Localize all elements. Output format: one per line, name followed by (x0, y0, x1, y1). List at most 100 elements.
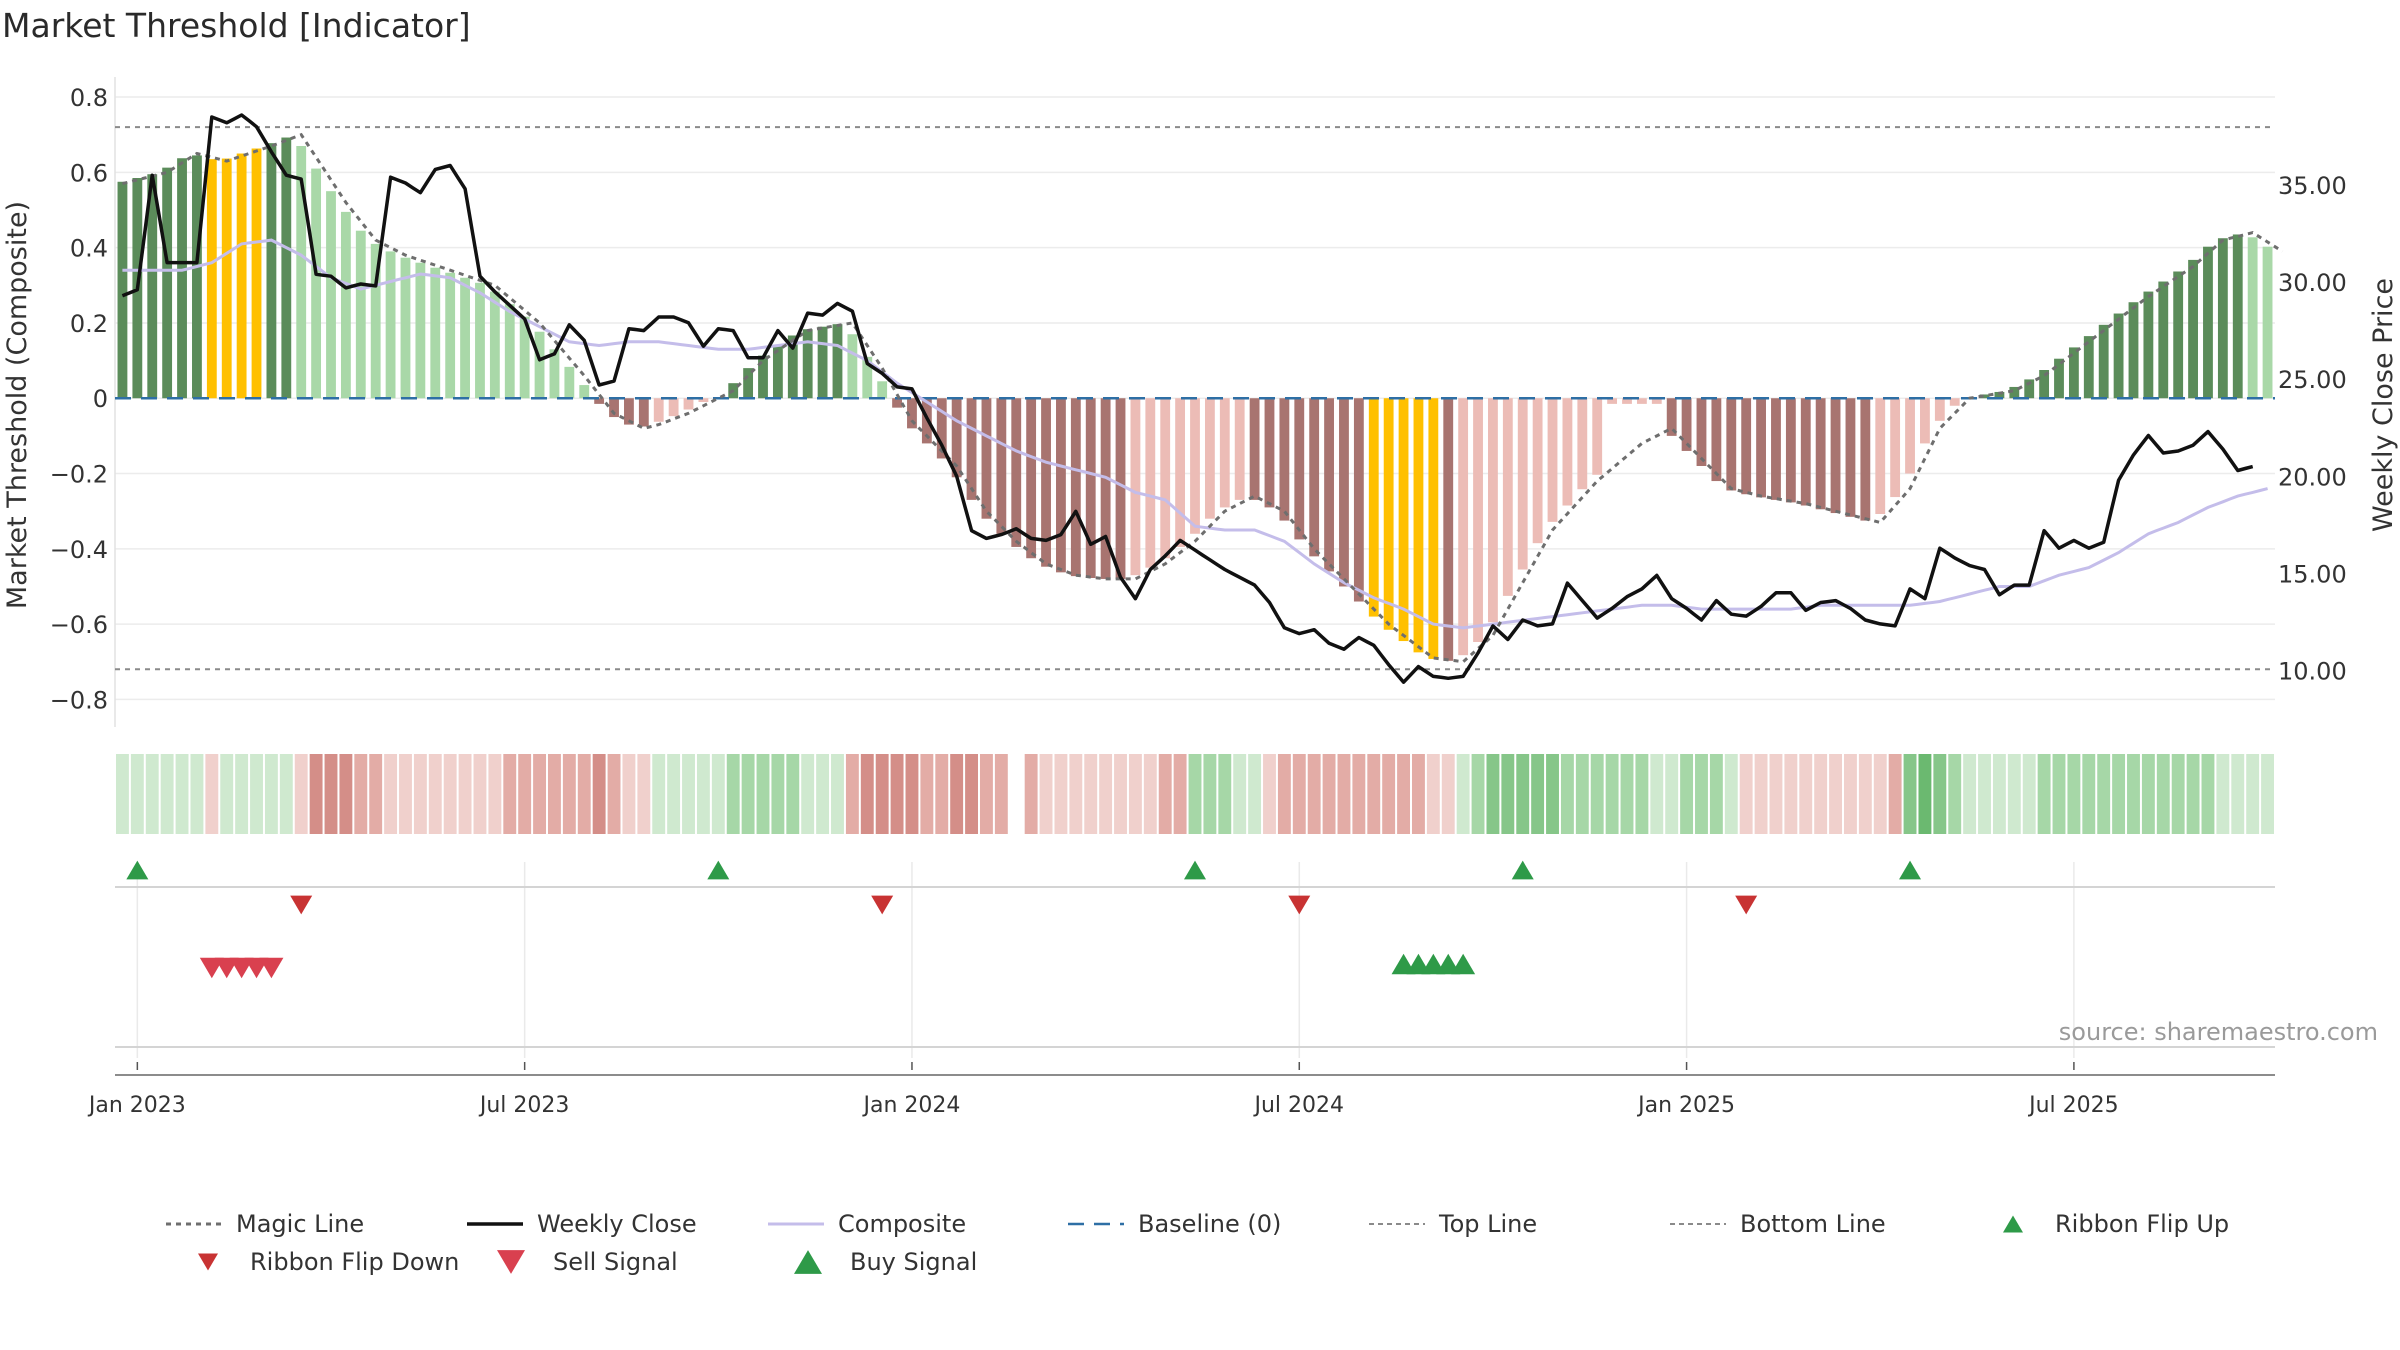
composite-bar (638, 398, 649, 427)
composite-bar (2054, 358, 2064, 399)
composite-bar (1607, 398, 1618, 404)
x-tick-label: Jan 2025 (1636, 1093, 1735, 1118)
ribbon-cell (696, 754, 710, 834)
composite-bar (1830, 398, 1841, 514)
y-left-tick-label: 0.4 (70, 235, 108, 263)
ribbon-cell (1814, 754, 1828, 834)
composite-bar (1666, 398, 1677, 436)
ribbon-cell (1590, 754, 1604, 834)
y-left-tick-label: 0.8 (70, 84, 108, 112)
ribbon-cell (1486, 754, 1500, 834)
composite-bar (862, 356, 873, 399)
composite-bar (907, 398, 917, 429)
ribbon-cell (2171, 754, 2185, 834)
ribbon-cell (1516, 754, 1530, 834)
composite-bar (817, 326, 828, 399)
composite-bar (936, 398, 947, 459)
composite-bar (400, 257, 411, 399)
ribbon-cell (160, 754, 174, 834)
composite-bar (787, 335, 798, 399)
ribbon-cell (2156, 754, 2170, 834)
ribbon-cell (205, 754, 219, 834)
ribbon-cell (2037, 754, 2051, 834)
ribbon-cell (1724, 754, 1738, 834)
composite-bar (772, 345, 783, 399)
ribbon-cell (1412, 754, 1425, 834)
ribbon-cell (264, 754, 278, 834)
composite-bar (579, 385, 590, 399)
composite-bar (1517, 398, 1528, 570)
composite-bar (2039, 370, 2050, 399)
composite-bar (2083, 336, 2094, 399)
ribbon-cell (2261, 754, 2274, 834)
ribbon-cell (2186, 754, 2200, 834)
ribbon-flip-down-marker (290, 895, 313, 915)
composite-bar (877, 381, 888, 399)
composite-bar (1234, 398, 1245, 500)
y-right-tick-label: 30.00 (2278, 269, 2347, 297)
composite-bar (1249, 398, 1260, 500)
y-right-tick-label: 15.00 (2278, 560, 2347, 588)
composite-bar (1145, 398, 1156, 568)
ribbon-cell (1978, 754, 1991, 834)
composite-bar (996, 398, 1007, 534)
composite-bar (1979, 394, 1990, 399)
composite-bar (743, 368, 754, 399)
ribbon-cell (994, 754, 1008, 834)
composite-bar (385, 251, 396, 399)
ribbon-cell (875, 754, 889, 834)
composite-bar (266, 143, 277, 399)
ribbon-cell (2246, 754, 2260, 834)
ribbon-cell (1337, 754, 1351, 834)
ribbon-cell (1992, 754, 2006, 834)
ribbon-cell (1888, 754, 1902, 834)
y-right-tick-label: 10.00 (2278, 658, 2347, 686)
source-note: source: sharemaestro.com (2059, 1018, 2378, 1046)
ribbon-cell (324, 754, 338, 834)
ribbon-cell (1456, 754, 1470, 834)
ribbon-flip-down-marker (1735, 895, 1758, 915)
x-tick-label: Jan 2023 (87, 1093, 186, 1118)
composite-bar (1845, 398, 1856, 517)
composite-bar (653, 398, 664, 422)
ribbon-cell (399, 754, 412, 834)
ribbon-cell (607, 754, 621, 834)
ribbon-cell (443, 754, 457, 834)
ribbon-cell (1307, 754, 1321, 834)
chart-title: Market Threshold [Indicator] (2, 6, 471, 45)
composite-bar (1622, 398, 1632, 404)
y-left-tick-label: −0.2 (50, 461, 108, 489)
ribbon-cell (2082, 754, 2096, 834)
ribbon-cell (1769, 754, 1783, 834)
ribbon-cell (890, 754, 904, 834)
composite-bar (624, 398, 634, 425)
x-tick-label: Jul 2023 (478, 1093, 570, 1118)
ribbon-cell (1501, 754, 1515, 834)
y-right-tick-label: 35.00 (2278, 172, 2347, 200)
ribbon-cell (354, 754, 368, 834)
ribbon-cell (1426, 754, 1440, 834)
ribbon-cell (2067, 754, 2081, 834)
ribbon-cell (592, 754, 606, 834)
ribbon-cell (1531, 754, 1545, 834)
ribbon-cell (1739, 754, 1753, 834)
composite-bar (1264, 398, 1275, 508)
ribbon-cell (1605, 754, 1619, 834)
ribbon-cell (1188, 754, 1202, 834)
composite-bar (1532, 398, 1543, 544)
ribbon-cell (1650, 754, 1664, 834)
composite-bar (1949, 398, 1960, 406)
composite-bar (758, 355, 768, 399)
ribbon-cell (1695, 754, 1708, 834)
composite-bar (117, 181, 128, 399)
composite-bar (1026, 398, 1037, 559)
composite-bar (1279, 398, 1290, 521)
ribbon-cell (235, 754, 249, 834)
ribbon-cell (2052, 754, 2066, 834)
ribbon-cell (726, 754, 740, 834)
axes-layer: 0.8 0.6 0.4 0.2 0 −0.2 −0.4 −0.6 −0.8 35.00 30.00 2… (50, 84, 2347, 1118)
ribbon-cell (473, 754, 487, 834)
composite-bar (1100, 398, 1111, 579)
composite-bar (1502, 398, 1513, 596)
composite-bar (981, 398, 992, 519)
